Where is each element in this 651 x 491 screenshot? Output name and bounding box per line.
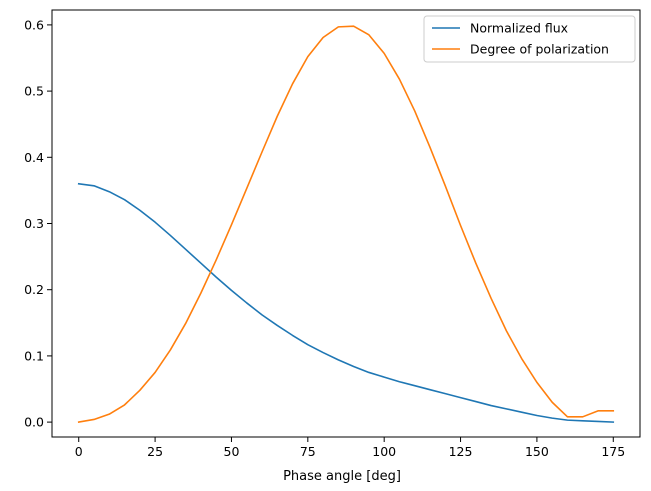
x-tick-label: 0 (75, 444, 83, 459)
legend-label-2: Degree of polarization (470, 42, 609, 57)
legend: Normalized flux Degree of polarization (423, 15, 636, 63)
x-tick-label: 75 (300, 444, 316, 459)
x-tick-label: 25 (147, 444, 163, 459)
y-tick-label: 0.5 (24, 84, 44, 99)
plot-frame (51, 9, 641, 438)
y-tick-label: 0.3 (24, 216, 44, 231)
x-tick-label: 175 (601, 444, 625, 459)
legend-box (423, 15, 636, 63)
x-tick-label: 100 (372, 444, 396, 459)
y-tick-label: 0.0 (24, 415, 44, 430)
y-tick-label: 0.4 (24, 150, 44, 165)
x-tick-label: 50 (224, 444, 240, 459)
axes-layer: 0 25 50 75 100 125 150 175 0.0 0.1 0.2 0.3 0.4 0.5 0.6 (24, 9, 641, 459)
x-tick-label: 125 (449, 444, 473, 459)
legend-label-1: Normalized flux (470, 21, 568, 36)
x-axis-label: Phase angle [deg] (283, 469, 401, 484)
y-tick-label: 0.6 (24, 17, 44, 32)
y-tick-label: 0.1 (24, 348, 44, 363)
x-tick-label: 150 (525, 444, 549, 459)
series-layer (77, 25, 615, 424)
y-tick-label: 0.2 (24, 282, 44, 297)
series-line-1 (77, 182, 615, 423)
series-line-2 (77, 25, 615, 424)
